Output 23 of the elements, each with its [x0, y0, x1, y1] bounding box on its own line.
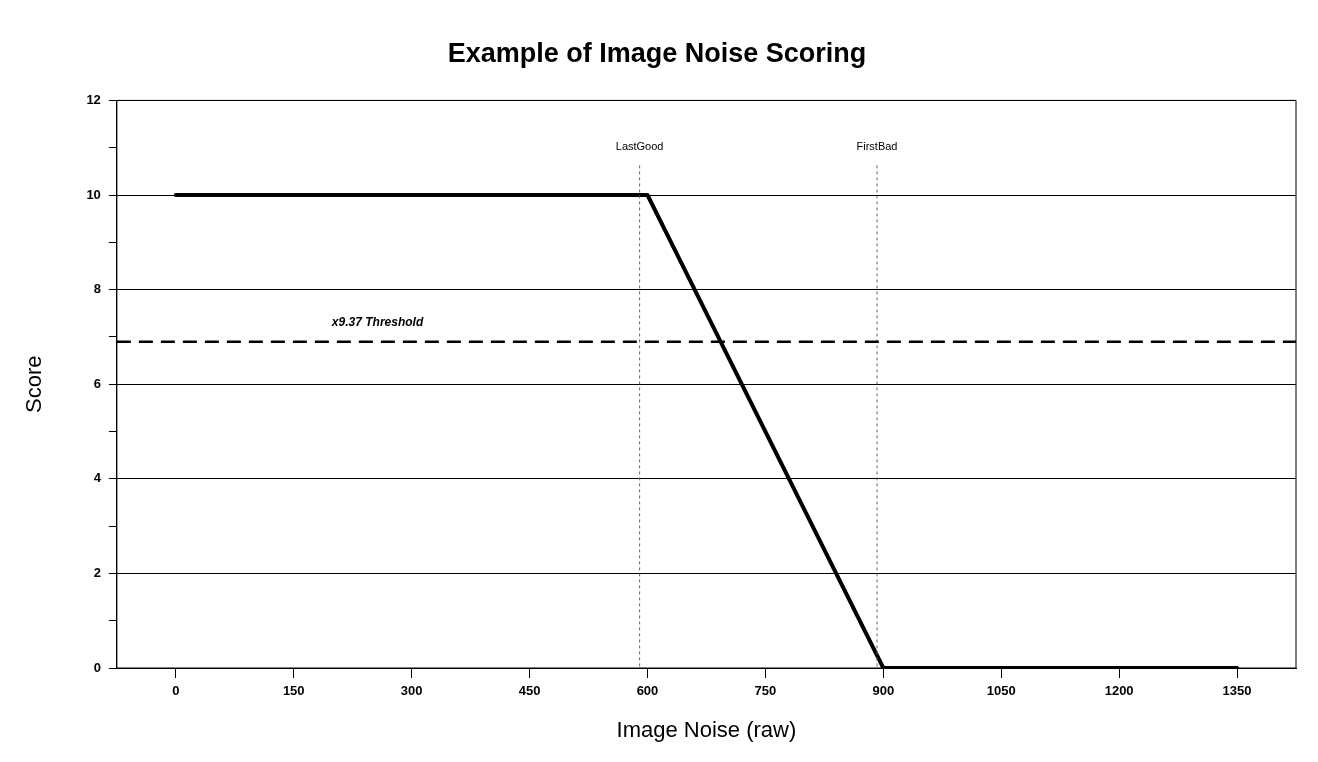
ref-line-label: FirstBad	[856, 140, 898, 153]
x-axis-title: Image Noise (raw)	[616, 716, 797, 742]
y-tick-label: 12	[86, 91, 101, 107]
y-tick-label: 8	[93, 281, 101, 297]
y-axis-title: Score	[21, 355, 47, 413]
x-tick-label: 1350	[1222, 683, 1252, 699]
chart-title: Example of Image Noise Scoring	[447, 37, 867, 68]
y-tick-label: 0	[93, 659, 101, 675]
x-tick-label: 900	[872, 683, 895, 699]
y-tick-label: 2	[93, 564, 101, 580]
x-tick-label: 0	[172, 683, 180, 699]
x-tick-label: 300	[400, 683, 423, 699]
y-tick-label: 6	[93, 375, 101, 391]
y-tick-label: 4	[93, 470, 102, 486]
ref-line-label: LastGood	[615, 140, 664, 153]
x-tick-label: 150	[282, 683, 305, 699]
x-tick-label: 750	[754, 683, 777, 699]
y-tick-label: 10	[86, 186, 101, 202]
x-tick-label: 1050	[986, 683, 1016, 699]
x-tick-label: 600	[636, 683, 659, 699]
x-tick-label: 1200	[1104, 683, 1134, 699]
x-tick-label: 450	[518, 683, 541, 699]
ref-line-label: x9.37 Threshold	[330, 314, 424, 329]
